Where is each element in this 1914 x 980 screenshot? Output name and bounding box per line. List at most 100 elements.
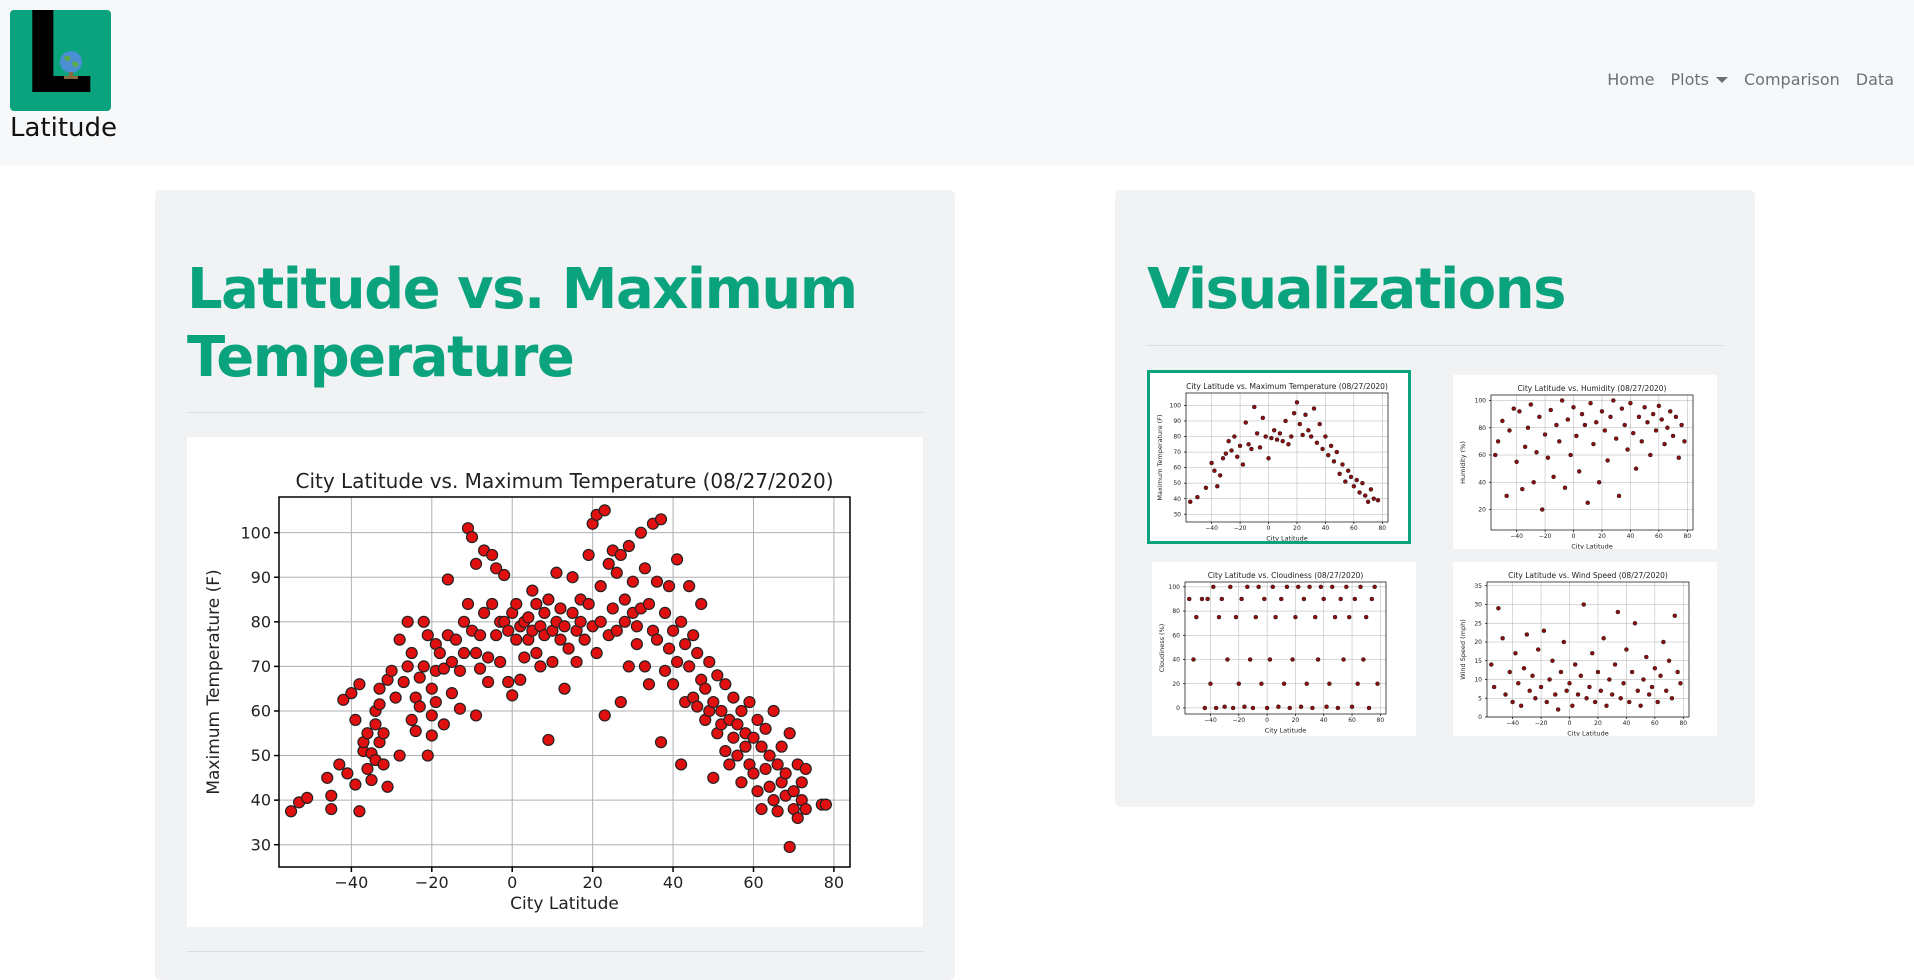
data-point	[1622, 422, 1627, 428]
x-tick-label: −20	[1535, 720, 1548, 727]
data-point	[662, 580, 676, 593]
data-point	[715, 704, 728, 718]
data-point	[1369, 596, 1375, 602]
data-point	[1337, 471, 1342, 477]
data-point	[1616, 493, 1622, 499]
data-point	[1578, 673, 1584, 678]
y-tick-label: 100	[1170, 403, 1182, 410]
data-point	[1329, 584, 1335, 590]
data-point	[1629, 669, 1635, 675]
data-point	[666, 624, 680, 637]
data-point	[1327, 681, 1332, 686]
data-point	[1343, 479, 1348, 484]
x-tick-label: 60	[1348, 717, 1356, 724]
nav-plots-dropdown[interactable]: Plots	[1671, 70, 1728, 89]
data-point	[409, 724, 422, 738]
data-point	[377, 727, 390, 740]
x-tick-label: 40	[1322, 525, 1330, 532]
data-point	[405, 646, 418, 660]
data-point	[618, 593, 631, 606]
data-point	[453, 664, 467, 677]
data-point	[707, 771, 720, 784]
data-point	[1611, 398, 1616, 403]
data-point	[1252, 404, 1257, 410]
data-point	[1250, 705, 1256, 711]
data-point	[325, 789, 338, 802]
thumb-max-temperature[interactable]: −40 −20 0 20 40 60 80 30 40 50 60 70 80 90 100 City Lat…	[1147, 370, 1411, 544]
data-point	[417, 660, 430, 673]
data-point	[349, 713, 362, 726]
data-point	[602, 557, 615, 570]
data-point	[1655, 699, 1660, 705]
data-point	[707, 695, 720, 709]
data-point	[1605, 458, 1610, 463]
data-point	[1245, 584, 1250, 590]
data-point	[1521, 666, 1527, 671]
chart-title: City Latitude vs. Wind Speed (08/27/2020…	[1508, 571, 1668, 580]
y-tick-label: 100	[1169, 584, 1181, 591]
data-point	[699, 682, 712, 695]
data-point	[1256, 584, 1261, 590]
data-point	[337, 693, 350, 706]
nav-comparison-link[interactable]: Comparison	[1744, 70, 1840, 89]
data-point	[1340, 462, 1345, 467]
data-point	[1659, 417, 1664, 422]
data-point	[622, 539, 635, 553]
data-point	[731, 718, 744, 731]
data-point	[1635, 688, 1641, 693]
data-point	[1233, 614, 1239, 620]
y-tick-label: 80	[251, 612, 271, 631]
data-point	[590, 646, 603, 660]
x-tick-label: −20	[1232, 717, 1245, 724]
data-point	[477, 606, 491, 620]
data-point	[1649, 684, 1655, 690]
data-point	[683, 580, 696, 593]
x-tick-label: −20	[415, 873, 449, 892]
data-point	[1360, 480, 1365, 486]
data-point	[691, 646, 704, 660]
thumb-cloudiness[interactable]: −40 −20 0 20 40 60 80 0 20 40 60 80 100 City Latitude…	[1152, 562, 1416, 736]
y-tick-label: 20	[1474, 639, 1482, 646]
data-point	[1541, 628, 1547, 633]
data-point	[1246, 442, 1251, 447]
data-point	[1496, 606, 1501, 611]
data-point	[429, 695, 442, 709]
y-tick-label: 80	[1173, 434, 1181, 441]
data-point	[449, 633, 463, 646]
data-point	[1375, 681, 1380, 686]
thumb-humidity[interactable]: −40 −20 0 20 40 60 80 20 40 60 80 100 City Latitude …	[1453, 375, 1717, 551]
y-tick-label: 40	[251, 791, 271, 810]
data-point	[1665, 425, 1670, 430]
data-point	[393, 749, 406, 762]
data-point	[638, 660, 652, 673]
data-point	[1352, 596, 1358, 602]
data-point	[1215, 484, 1220, 489]
y-tick-label: 35	[1474, 583, 1482, 590]
data-point	[763, 749, 776, 762]
data-point	[1234, 454, 1240, 459]
data-point	[341, 767, 354, 780]
data-point	[1229, 448, 1234, 453]
data-point	[775, 740, 788, 753]
data-point	[771, 805, 784, 818]
data-point	[1542, 432, 1548, 437]
nav-home-link[interactable]: Home	[1607, 70, 1655, 89]
nav-data-link[interactable]: Data	[1855, 70, 1894, 89]
data-point	[510, 633, 523, 646]
data-point	[1349, 704, 1355, 709]
data-point	[1562, 485, 1568, 490]
data-point	[413, 700, 426, 713]
data-point	[1249, 446, 1254, 452]
data-point	[1504, 493, 1509, 499]
data-point	[1598, 688, 1604, 693]
data-point	[1638, 703, 1643, 708]
data-point	[1209, 460, 1214, 466]
data-point	[1547, 677, 1552, 682]
data-point	[1363, 614, 1369, 620]
thumb-wind-speed[interactable]: −40 −20 0 20 40 60 80 0 5 10 15 20 25 30 35 City Latitu…	[1453, 562, 1717, 738]
data-point	[1650, 411, 1656, 417]
data-point	[461, 597, 475, 611]
data-point	[767, 794, 780, 807]
data-point	[1514, 459, 1519, 465]
data-point	[405, 713, 418, 726]
